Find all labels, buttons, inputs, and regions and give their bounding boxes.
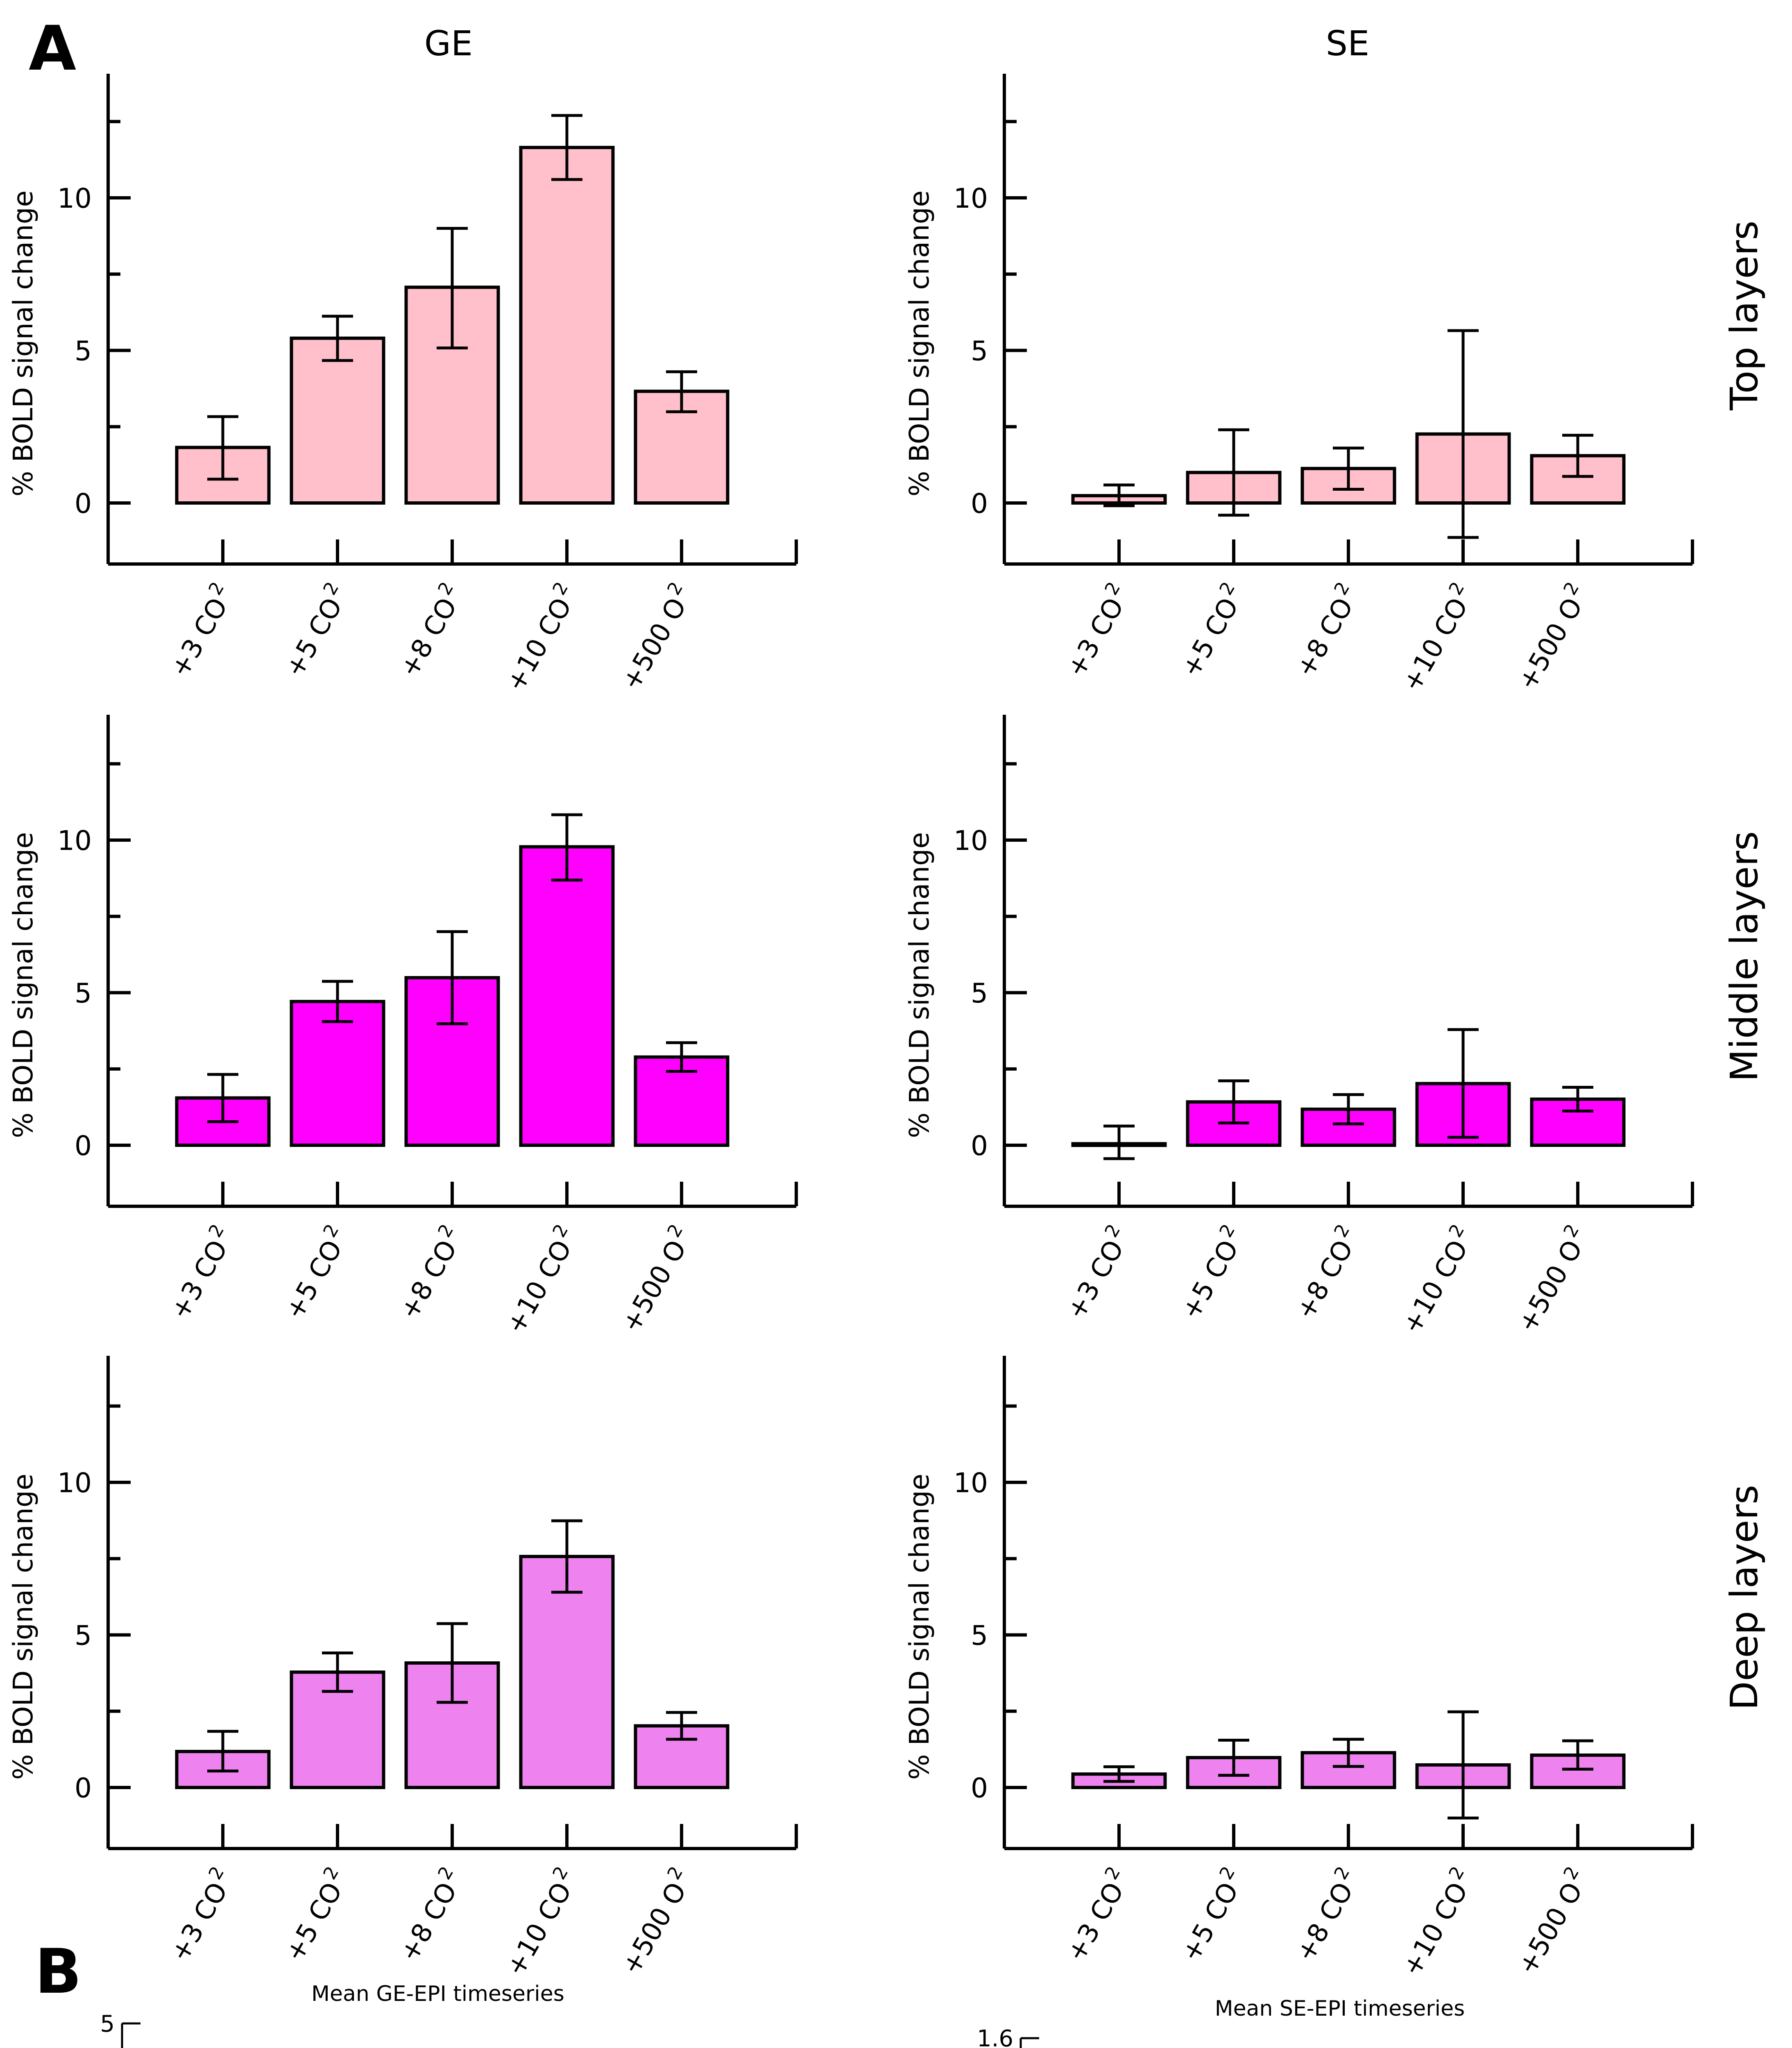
bar	[519, 146, 615, 505]
x-tick-label: +8 CO2	[1286, 578, 1366, 682]
y-axis-label: % BOLD signal change	[904, 190, 935, 496]
bar-chart-top-se: 0 5 10 % BOLD signal change +3 CO2 +5 CO2 +8 C…	[904, 74, 1694, 697]
y-tick-label: 0	[75, 488, 92, 519]
y-tick-label: 1.6	[977, 2025, 1013, 2048]
timeseries-chart-ts-ge: Mean GE-EPI timeseries-10123450200400600…	[100, 1982, 564, 2048]
x-tick-label: +5 CO2	[1171, 1863, 1252, 1967]
panel-label-b: B	[35, 1936, 82, 2007]
y-tick-label: 10	[954, 1467, 988, 1499]
x-tick-label: +10 CO2	[496, 1221, 585, 1339]
y-axis-label: % BOLD signal change	[7, 1474, 39, 1780]
y-tick-label: 5	[971, 335, 988, 367]
y-axis-label: % BOLD signal change	[904, 832, 935, 1138]
panel-label-a: A	[29, 13, 76, 84]
x-tick-label: +10 CO2	[1392, 578, 1481, 697]
x-tick-label: +10 CO2	[496, 578, 585, 697]
bar-chart-top-ge: 0 5 10 % BOLD signal change +3 CO2 +5 CO2 +8 C…	[7, 74, 798, 697]
x-tick-label: +8 CO2	[390, 578, 470, 682]
x-tick-label: +500 O2	[612, 1221, 700, 1338]
x-tick-label: +500 O2	[1508, 578, 1596, 696]
bar	[290, 1000, 385, 1147]
x-tick-label: +5 CO2	[1171, 578, 1252, 682]
bar-chart-deep-se: 0 5 10 % BOLD signal change +3 CO2 +5 CO2 +8 C…	[904, 1356, 1694, 1981]
y-tick-label: 5	[971, 1620, 988, 1652]
x-tick-label: +5 CO2	[275, 1863, 356, 1967]
x-tick-label: +500 O2	[1508, 1863, 1596, 1980]
chart-title: Mean GE-EPI timeseries	[311, 1982, 564, 2006]
bar-chart-middle-ge: 0 5 10 % BOLD signal change +3 CO2 +5 CO2 +8 C…	[7, 715, 798, 1339]
y-tick-label: 0	[75, 1130, 92, 1162]
y-axis-label: % BOLD signal change	[904, 1474, 935, 1780]
y-tick-label: 10	[57, 183, 92, 214]
x-tick-label: +8 CO2	[1286, 1863, 1366, 1967]
y-axis-label: % BOLD signal change	[7, 832, 39, 1138]
row-label-middle: Middle layers	[1722, 831, 1766, 1082]
row-label-deep: Deep layers	[1722, 1485, 1766, 1710]
y-tick-label: 0	[971, 1772, 988, 1804]
x-tick-label: +3 CO2	[161, 1221, 241, 1325]
chart-title: Mean SE-EPI timeseries	[1215, 1996, 1465, 2021]
y-tick-label: 5	[100, 2011, 115, 2037]
x-tick-label: +3 CO2	[1057, 1221, 1137, 1325]
x-tick-label: +8 CO2	[1286, 1221, 1366, 1325]
bar-chart-middle-se: 0 5 10 % BOLD signal change +3 CO2 +5 CO2 +8 C…	[904, 715, 1694, 1339]
column-title-se: SE	[1326, 23, 1369, 63]
bar	[290, 336, 385, 505]
x-tick-label: +10 CO2	[496, 1863, 585, 1981]
x-tick-label: +3 CO2	[1057, 578, 1137, 682]
x-tick-label: +500 O2	[612, 1863, 700, 1980]
x-tick-label: +500 O2	[1508, 1221, 1596, 1338]
x-tick-label: +8 CO2	[390, 1221, 470, 1325]
column-title-ge: GE	[424, 23, 473, 63]
bar-charts: 0 5 10 % BOLD signal change +3 CO2 +5 CO2 +8 C…	[7, 74, 1694, 1981]
y-tick-label: 0	[971, 488, 988, 519]
y-tick-label: 5	[75, 1620, 92, 1652]
x-tick-label: +8 CO2	[390, 1863, 470, 1967]
y-tick-label: 0	[971, 1130, 988, 1162]
y-tick-label: 5	[75, 335, 92, 367]
timeseries-charts: Mean GE-EPI timeseries-10123450200400600…	[100, 1982, 1465, 2048]
y-tick-label: 10	[57, 1467, 92, 1499]
bar-chart-deep-ge: 0 5 10 % BOLD signal change +3 CO2 +5 CO2 +8 C…	[7, 1356, 798, 1981]
timeseries-chart-ts-se: Mean SE-EPI timeseries0.40.60.81.01.21.4…	[977, 1996, 1465, 2048]
y-tick-label: 10	[954, 183, 988, 214]
bar	[519, 845, 615, 1147]
x-tick-label: +5 CO2	[275, 1221, 356, 1325]
x-tick-label: +10 CO2	[1392, 1221, 1481, 1339]
x-tick-label: +5 CO2	[1171, 1221, 1252, 1325]
row-label-top: Top layers	[1722, 220, 1766, 410]
x-tick-label: +3 CO2	[161, 1863, 241, 1967]
x-tick-label: +3 CO2	[161, 578, 241, 682]
y-axis-label: % BOLD signal change	[7, 190, 39, 496]
y-tick-label: 10	[954, 825, 988, 856]
y-tick-label: 10	[57, 825, 92, 856]
x-tick-label: +500 O2	[612, 578, 700, 696]
x-tick-label: +5 CO2	[275, 578, 356, 682]
y-tick-label: 5	[75, 978, 92, 1009]
x-tick-label: +10 CO2	[1392, 1863, 1481, 1981]
x-tick-label: +3 CO2	[1057, 1863, 1137, 1967]
bar	[404, 285, 500, 505]
y-tick-label: 5	[971, 978, 988, 1009]
y-tick-label: 0	[75, 1772, 92, 1804]
